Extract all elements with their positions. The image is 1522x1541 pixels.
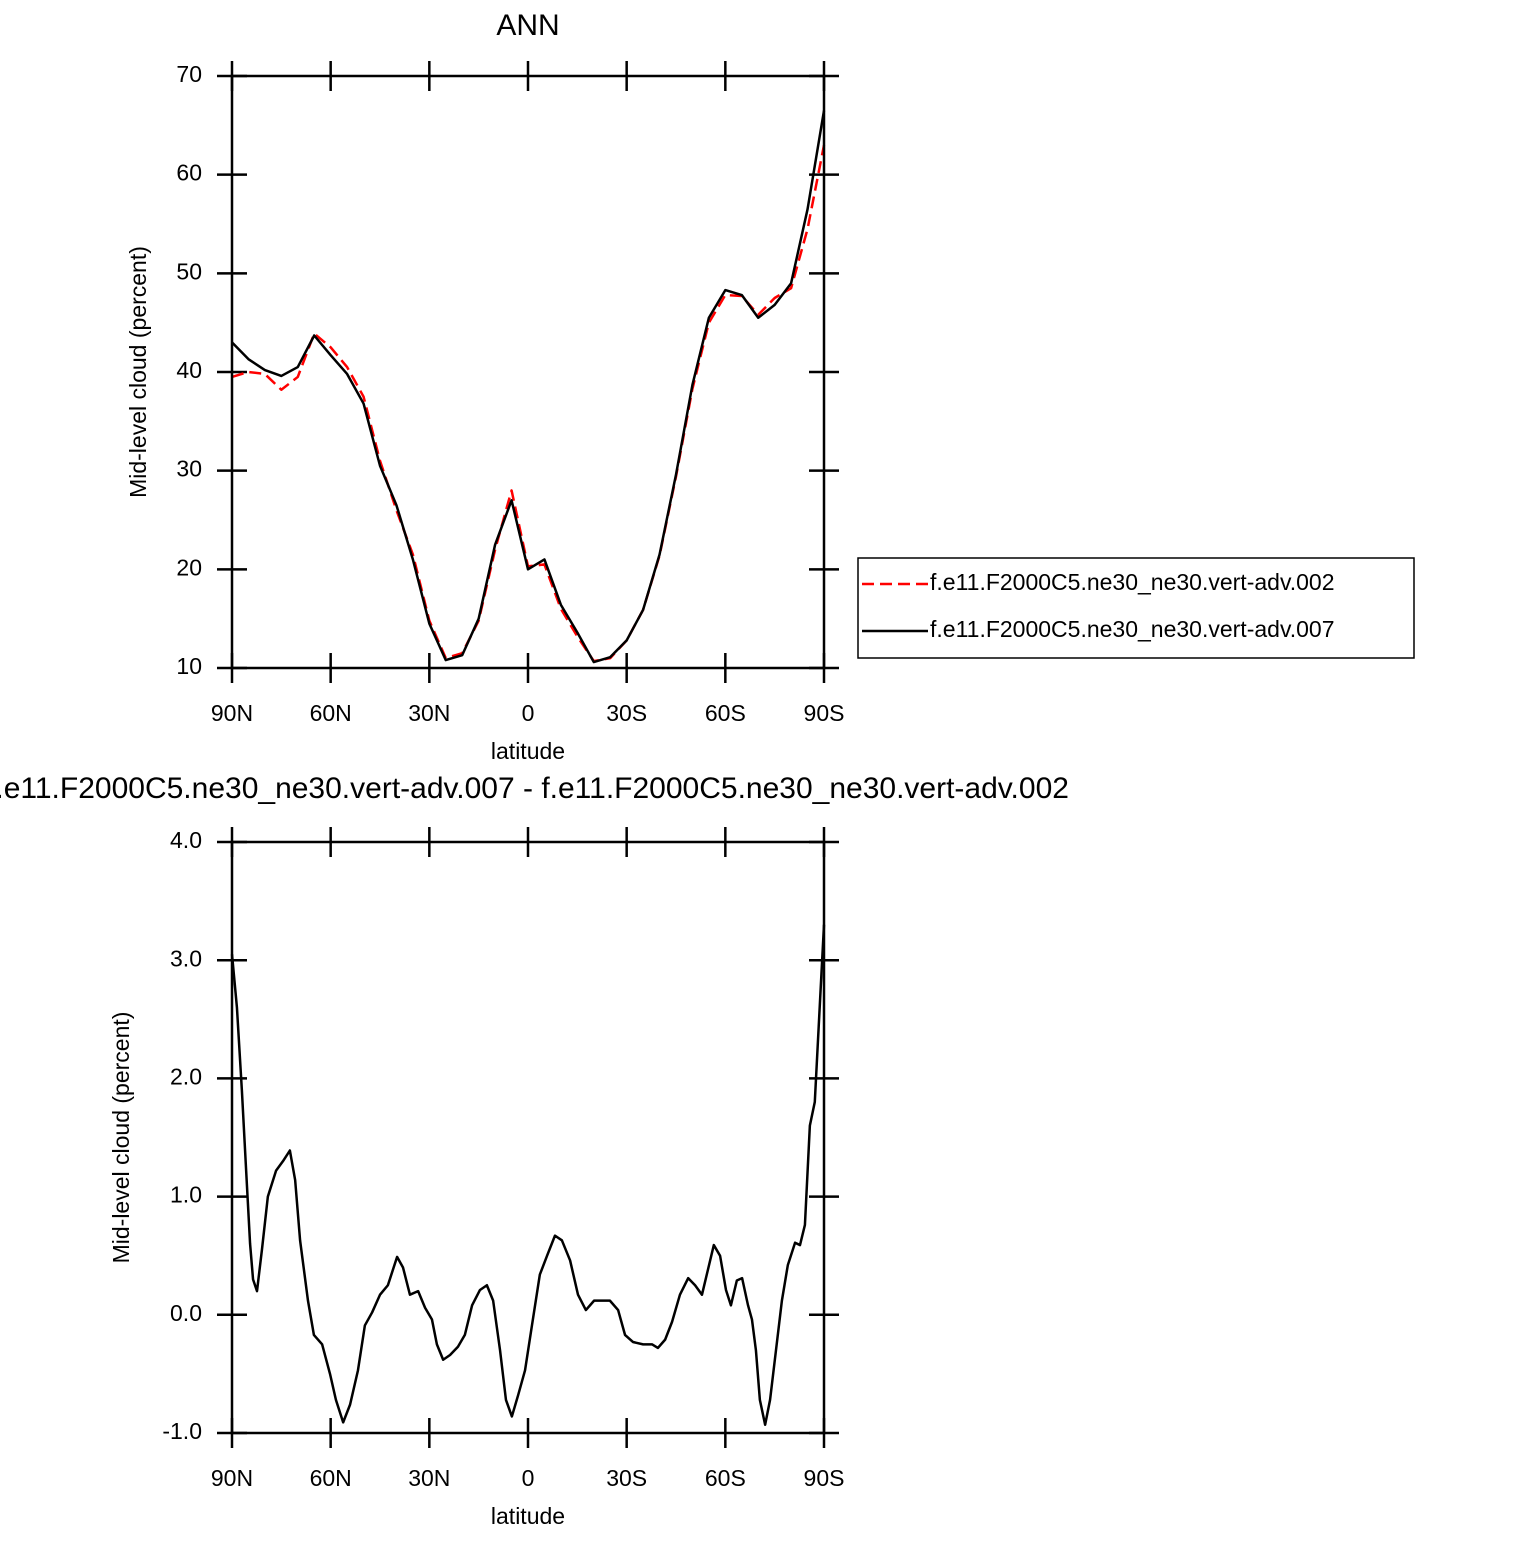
data-line [231, 110, 826, 664]
y-axis-label: Mid-level cloud (percent) [125, 246, 151, 498]
x-tick-label: 0 [522, 700, 535, 726]
y-tick-label: 1.0 [170, 1182, 202, 1208]
x-tick-label: 30N [408, 1465, 450, 1491]
legend-box [857, 557, 1415, 659]
x-tick-label: 30S [606, 700, 647, 726]
y-tick-label: -1.0 [162, 1418, 202, 1444]
y-tick-label: 50 [176, 258, 202, 284]
plot-frame [230, 840, 826, 1435]
y-tick-label: 60 [176, 160, 202, 186]
x-tick-label: 60N [310, 700, 352, 726]
chart-title: ANN [496, 9, 559, 42]
y-tick-label: 20 [176, 554, 202, 580]
y-tick-label: 2.0 [170, 1063, 202, 1089]
x-tick-label: 30S [606, 1465, 647, 1491]
x-tick-label: 90N [211, 700, 253, 726]
y-tick-label: 0.0 [170, 1300, 202, 1326]
x-axis-label: latitude [491, 738, 565, 764]
legend-label: f.e11.F2000C5.ne30_ne30.vert-adv.007 [930, 616, 1335, 642]
plot-frame [230, 74, 826, 670]
y-tick-label: 10 [176, 653, 202, 679]
x-tick-label: 60S [705, 1465, 746, 1491]
chart-title: f.e11.F2000C5.ne30_ne30.vert-adv.007 - f… [0, 772, 1069, 805]
legend-label: f.e11.F2000C5.ne30_ne30.vert-adv.002 [930, 569, 1335, 595]
y-tick-label: 40 [176, 357, 202, 383]
x-tick-label: 90S [804, 1465, 845, 1491]
y-tick-label: 70 [176, 61, 202, 87]
x-tick-label: 60S [705, 700, 746, 726]
x-tick-label: 30N [408, 700, 450, 726]
x-axis-label: latitude [491, 1503, 565, 1529]
y-axis-label: Mid-level cloud (percent) [108, 1012, 134, 1264]
y-tick-label: 30 [176, 456, 202, 482]
data-line [231, 144, 826, 663]
x-tick-label: 90N [211, 1465, 253, 1491]
x-tick-label: 90S [804, 700, 845, 726]
y-tick-label: 4.0 [170, 827, 202, 853]
x-tick-label: 60N [310, 1465, 352, 1491]
data-line [230, 924, 826, 1426]
x-tick-label: 0 [522, 1465, 535, 1491]
y-tick-label: 3.0 [170, 945, 202, 971]
